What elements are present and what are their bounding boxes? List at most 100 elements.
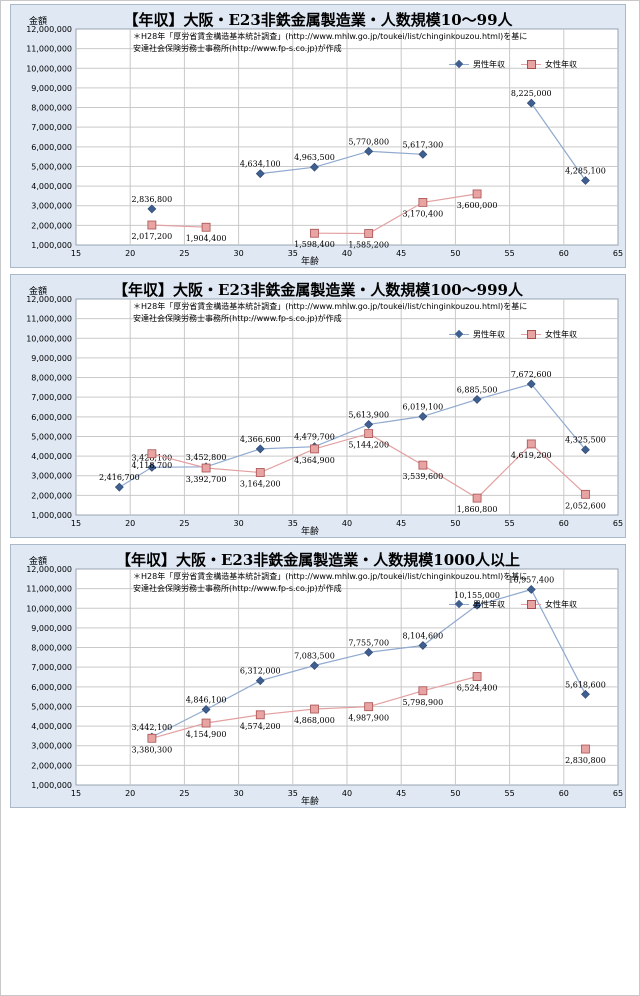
x-tick-label: 35	[288, 249, 298, 258]
female-data-point	[418, 197, 428, 207]
female-data-label: 3,380,300	[132, 745, 173, 754]
male-data-label: 4,285,100	[565, 166, 606, 175]
legend-label-female: 女性年収	[545, 330, 577, 339]
male-data-label: 8,225,000	[511, 89, 552, 98]
y-tick-label: 10,000,000	[26, 64, 72, 73]
female-data-label: 4,154,900	[186, 730, 227, 739]
x-tick-label: 40	[342, 789, 352, 798]
x-axis-label: 年齢	[301, 527, 320, 537]
male-data-label: 5,770,800	[348, 137, 389, 146]
x-tick-label: 20	[125, 789, 135, 798]
female-data-point	[310, 228, 319, 238]
legend-item-male: 男性年収	[449, 59, 505, 70]
x-tick-label: 20	[125, 519, 135, 528]
y-tick-label: 1,000,000	[31, 241, 72, 250]
x-tick-label: 40	[342, 519, 352, 528]
x-tick-label: 60	[559, 519, 569, 528]
x-tick-label: 15	[71, 519, 81, 528]
male-data-label: 10,957,400	[508, 575, 554, 584]
chart-panel-large: 1,000,000 2,000,000 3,000,000 4,000,000 5,00…	[10, 544, 626, 808]
male-data-label: 4,325,500	[565, 436, 606, 445]
male-data-point	[147, 204, 157, 214]
y-tick-label: 7,000,000	[31, 393, 72, 402]
female-data-point	[201, 222, 211, 232]
x-tick-label: 60	[559, 249, 569, 258]
female-data-point	[581, 744, 590, 754]
female-data-point	[472, 672, 482, 681]
female-data-label: 3,539,600	[403, 472, 444, 481]
y-tick-label: 9,000,000	[31, 354, 72, 363]
female-series-line	[151, 224, 207, 228]
male-data-point	[255, 444, 265, 454]
female-data-label: 4,118,700	[132, 461, 173, 470]
female-data-label: 4,987,900	[348, 714, 389, 723]
female-data-point	[418, 460, 428, 470]
female-data-label: 4,364,900	[294, 456, 335, 465]
male-data-label: 3,452,800	[186, 453, 227, 462]
female-data-point	[255, 710, 265, 720]
y-tick-label: 1,000,000	[31, 781, 72, 790]
source-note-line2: 安達社会保険労務士事務所(http://www.fp-s.co.jp)が作成	[133, 584, 342, 593]
male-series-line	[119, 383, 586, 488]
x-tick-label: 30	[234, 249, 244, 258]
male-data-point	[581, 176, 590, 185]
source-note-line1: ＊H28年「厚労省賃金構造基本統計調査」(http://www.mhlw.go.…	[133, 32, 528, 41]
x-tick-label: 40	[342, 249, 352, 258]
male-data-label: 6,312,000	[240, 667, 281, 676]
female-data-point	[310, 444, 319, 454]
y-tick-label: 5,000,000	[31, 432, 72, 441]
y-tick-label: 5,000,000	[31, 162, 72, 171]
female-data-label: 4,574,200	[240, 722, 281, 731]
y-tick-label: 11,000,000	[26, 585, 72, 594]
x-tick-label: 50	[450, 789, 460, 798]
female-data-point	[526, 439, 536, 449]
male-data-label: 4,634,100	[240, 160, 281, 169]
male-data-label: 4,846,100	[186, 695, 227, 704]
male-data-label: 4,963,500	[294, 153, 335, 162]
x-tick-label: 15	[71, 789, 81, 798]
chart-legend: 男性年収 女性年収	[449, 59, 577, 70]
female-series-line	[314, 193, 478, 235]
x-tick-label: 35	[288, 519, 298, 528]
male-data-label: 6,019,100	[403, 402, 444, 411]
x-tick-label: 25	[179, 249, 189, 258]
male-data-point	[581, 689, 590, 699]
x-tick-label: 55	[505, 789, 515, 798]
male-data-point	[418, 641, 428, 650]
y-tick-label: 11,000,000	[26, 45, 72, 54]
y-axis-label: 金額	[29, 557, 48, 567]
male-marker-icon	[449, 60, 469, 69]
legend-item-male: 男性年収	[449, 599, 505, 610]
y-tick-label: 6,000,000	[31, 143, 72, 152]
y-tick-label: 7,000,000	[31, 123, 72, 132]
legend-label-female: 女性年収	[545, 600, 577, 609]
source-note-line2: 安達社会保険労務士事務所(http://www.fp-s.co.jp)が作成	[133, 314, 342, 323]
female-data-label: 2,052,600	[565, 501, 606, 510]
female-data-label: 4,868,000	[294, 716, 335, 725]
female-data-point	[364, 429, 374, 439]
legend-label-male: 男性年収	[473, 600, 505, 609]
female-data-point	[147, 220, 157, 230]
x-tick-label: 30	[234, 519, 244, 528]
y-tick-label: 9,000,000	[31, 84, 72, 93]
male-data-label: 7,672,600	[511, 370, 552, 379]
x-tick-label: 55	[505, 519, 515, 528]
y-tick-label: 5,000,000	[31, 702, 72, 711]
female-data-label: 5,144,200	[348, 441, 389, 450]
chart-legend: 男性年収 女性年収	[449, 329, 577, 340]
female-data-label: 4,619,200	[511, 451, 552, 460]
y-tick-label: 8,000,000	[31, 374, 72, 383]
y-axis-label: 金額	[29, 287, 48, 297]
male-data-point	[472, 395, 482, 404]
y-tick-label: 11,000,000	[26, 315, 72, 324]
legend-item-female: 女性年収	[521, 59, 577, 70]
x-tick-label: 15	[71, 249, 81, 258]
male-data-point	[310, 162, 319, 172]
y-axis-label: 金額	[29, 17, 48, 27]
chart-panel-small: 1,000,000 2,000,000 3,000,000 4,000,000 5,00…	[10, 4, 626, 268]
female-data-point	[418, 686, 428, 696]
female-data-point	[310, 704, 319, 714]
male-data-point	[255, 169, 265, 179]
y-tick-label: 12,000,000	[26, 565, 72, 574]
male-data-label: 5,617,300	[403, 140, 444, 149]
